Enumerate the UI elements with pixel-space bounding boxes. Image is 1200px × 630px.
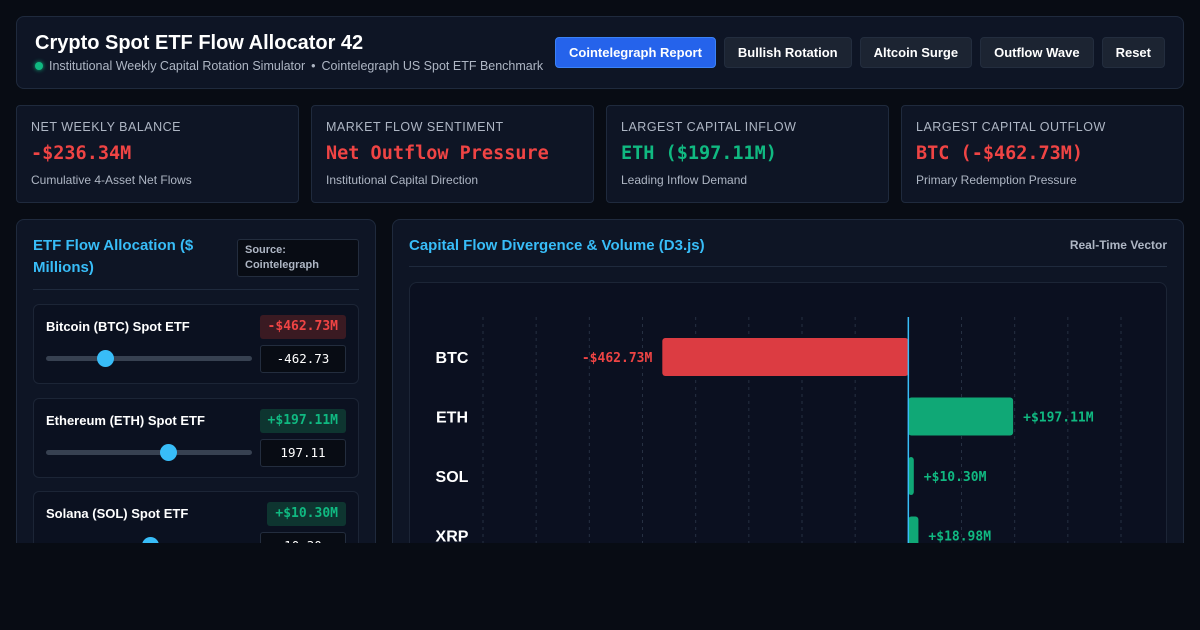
- allocation-panel-title: ETF Flow Allocation ($ Millions): [33, 237, 194, 276]
- asset-card-eth: Ethereum (ETH) Spot ETF +$197.11M 197.11: [33, 398, 359, 478]
- flow-amount-input[interactable]: -462.73: [260, 345, 346, 373]
- asset-name: Ethereum (ETH) Spot ETF: [46, 413, 205, 428]
- slider-handle[interactable]: [142, 537, 160, 543]
- reset-button[interactable]: Reset: [1101, 37, 1165, 68]
- scenario-button-group: Cointelegraph Report Bullish Rotation Al…: [555, 37, 1165, 68]
- subtitle-simulator: Institutional Weekly Capital Rotation Si…: [49, 59, 306, 73]
- asset-name: Solana (SOL) Spot ETF: [46, 506, 189, 521]
- asset-card-btc: Bitcoin (BTC) Spot ETF -$462.73M -462.73: [33, 304, 359, 384]
- stat-value: Net Outflow Pressure: [326, 143, 549, 164]
- cointelegraph-report-button[interactable]: Cointelegraph Report: [555, 37, 716, 68]
- stat-value: BTC (-$462.73M): [916, 143, 1084, 164]
- stat-card-net-balance: NET WEEKLY BALANCE -$236.34M Cumulative …: [16, 105, 299, 203]
- outflow-wave-button[interactable]: Outflow Wave: [980, 37, 1094, 68]
- asset-name: Bitcoin (BTC) Spot ETF: [46, 319, 190, 334]
- flow-slider[interactable]: [46, 444, 252, 461]
- stat-caption: Primary Redemption Pressure: [916, 173, 1077, 187]
- flow-chart-svg: BTC -$462.73M ETH +$197.11M SOL +$10.30M XRP +$…: [436, 317, 1122, 544]
- stat-card-largest-outflow: LARGEST CAPITAL OUTFLOW BTC (-$462.73M) …: [901, 105, 1184, 203]
- asset-flow-badge: +$10.30M: [267, 502, 346, 526]
- allocation-panel-header: ETF Flow Allocation ($ Millions) Source:…: [33, 235, 359, 290]
- app-header: Crypto Spot ETF Flow Allocator 42 Instit…: [16, 16, 1184, 89]
- stat-caption: Institutional Capital Direction: [326, 173, 479, 187]
- app-viewport: Crypto Spot ETF Flow Allocator 42 Instit…: [16, 16, 1184, 543]
- flow-slider[interactable]: [46, 350, 252, 367]
- bullish-rotation-button[interactable]: Bullish Rotation: [723, 37, 852, 68]
- category-label-xrp: XRP: [436, 529, 469, 544]
- stat-caption: Cumulative 4-Asset Net Flows: [31, 173, 192, 187]
- source-label: Source:: [245, 244, 286, 256]
- stat-value: -$236.34M: [31, 143, 132, 164]
- asset-card-sol: Solana (SOL) Spot ETF +$10.30M 10.30: [33, 491, 359, 543]
- value-label-eth: +$197.11M: [1023, 411, 1094, 426]
- category-label-btc: BTC: [436, 350, 469, 367]
- stat-label: MARKET FLOW SENTIMENT: [326, 120, 504, 134]
- divergence-panel-header: Capital Flow Divergence & Volume (D3.js)…: [409, 235, 1167, 267]
- live-status-dot-icon: [35, 62, 43, 70]
- summary-stats: NET WEEKLY BALANCE -$236.34M Cumulative …: [16, 105, 1184, 203]
- app-title: Crypto Spot ETF Flow Allocator 42: [35, 32, 364, 54]
- value-label-xrp: +$18.98M: [928, 530, 991, 544]
- asset-flow-badge: +$197.11M: [259, 409, 346, 433]
- slider-handle[interactable]: [96, 350, 114, 367]
- allocation-panel: ETF Flow Allocation ($ Millions) Source:…: [16, 219, 376, 543]
- flow-divergence-chart: BTC -$462.73M ETH +$197.11M SOL +$10.30M XRP +$…: [409, 282, 1167, 543]
- realtime-tag: Real-Time Vector: [1069, 238, 1167, 252]
- stat-label: NET WEEKLY BALANCE: [31, 120, 182, 134]
- stat-caption: Leading Inflow Demand: [621, 173, 748, 187]
- divergence-panel-title: Capital Flow Divergence & Volume (D3.js): [409, 237, 705, 254]
- source-badge: Source: Cointelegraph: [237, 239, 359, 277]
- stat-label: LARGEST CAPITAL OUTFLOW: [916, 120, 1106, 134]
- stat-value: ETH ($197.11M): [621, 143, 777, 164]
- category-label-sol: SOL: [436, 469, 469, 486]
- subtitle-benchmark: Cointelegraph US Spot ETF Benchmark: [321, 59, 544, 73]
- slider-handle[interactable]: [159, 444, 177, 461]
- app-subtitle: Institutional Weekly Capital Rotation Si…: [35, 59, 543, 73]
- source-name: Cointelegraph: [245, 259, 319, 271]
- flow-bar-eth: [908, 397, 1014, 436]
- divergence-panel: Capital Flow Divergence & Volume (D3.js)…: [392, 219, 1184, 543]
- asset-flow-badge: -$462.73M: [259, 315, 346, 339]
- flow-amount-input[interactable]: 197.11: [260, 439, 346, 467]
- stat-card-sentiment: MARKET FLOW SENTIMENT Net Outflow Pressu…: [311, 105, 594, 203]
- altcoin-surge-button[interactable]: Altcoin Surge: [859, 37, 973, 68]
- stat-label: LARGEST CAPITAL INFLOW: [621, 120, 797, 134]
- flow-bar-xrp: [908, 516, 919, 543]
- subtitle-separator: •: [311, 59, 316, 73]
- stat-card-largest-inflow: LARGEST CAPITAL INFLOW ETH ($197.11M) Le…: [606, 105, 889, 203]
- value-label-btc: -$462.73M: [582, 351, 653, 366]
- category-label-eth: ETH: [436, 410, 468, 427]
- value-label-sol: +$10.30M: [924, 470, 987, 485]
- flow-bar-btc: [662, 338, 909, 376]
- flow-bar-sol: [908, 457, 914, 495]
- flow-amount-input[interactable]: 10.30: [260, 532, 346, 543]
